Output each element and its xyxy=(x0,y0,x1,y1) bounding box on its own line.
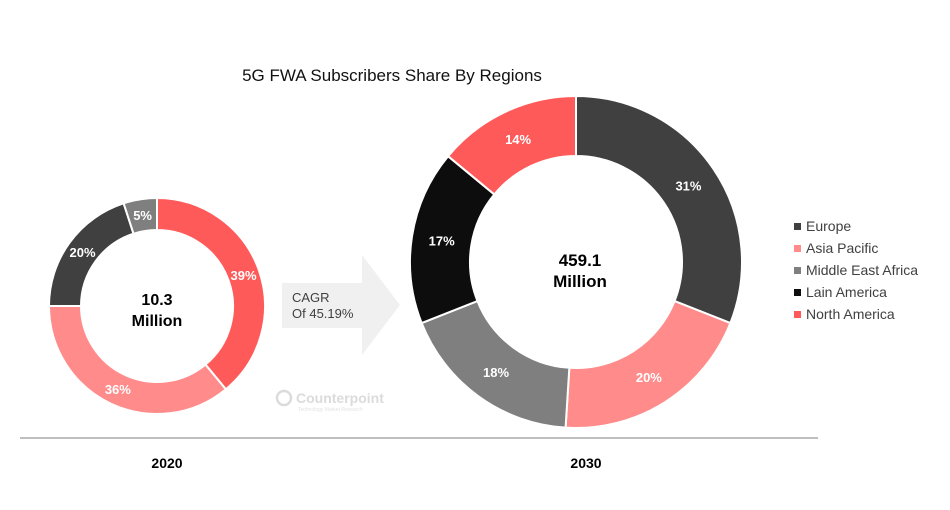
legend-swatch xyxy=(794,311,801,318)
growth-arrow xyxy=(282,255,400,355)
watermark-brand: Counterpoint xyxy=(296,390,384,406)
watermark-tagline: Technology Market Research xyxy=(298,407,363,413)
legend-swatch xyxy=(794,245,801,252)
slice-north-america xyxy=(446,94,577,196)
cagr-label: CAGR xyxy=(292,290,330,305)
center-value-2030: 459.1 xyxy=(559,251,602,270)
slice-north-america xyxy=(156,196,266,391)
year-label-2030: 2030 xyxy=(570,455,601,471)
slice-label: 36% xyxy=(105,382,131,397)
slice-label: 39% xyxy=(231,268,257,283)
center-unit-2020: Million xyxy=(132,313,183,330)
slice-middle-east-africa xyxy=(122,196,158,235)
year-label-2020: 2020 xyxy=(151,455,182,471)
legend-item: Asia Pacific xyxy=(806,240,878,256)
slice-label: 18% xyxy=(483,365,509,380)
legend: Europe Asia Pacific Middle East Africa Lain… xyxy=(794,218,918,322)
slice-label: 5% xyxy=(133,208,152,223)
slice-asia-pacific xyxy=(47,305,228,415)
slice-label: 20% xyxy=(70,245,96,260)
legend-item: Europe xyxy=(806,218,851,234)
legend-swatch xyxy=(794,289,801,296)
slice-label: 20% xyxy=(636,370,662,385)
donut-2020: 39% 36% 20% 5% xyxy=(47,196,266,415)
slice-label: 14% xyxy=(505,132,531,147)
watermark: Counterpoint Technology Market Research xyxy=(275,389,384,413)
legend-swatch xyxy=(794,223,801,230)
legend-swatch xyxy=(794,267,801,274)
center-value-2020: 10.3 xyxy=(141,292,172,309)
counterpoint-logo-icon xyxy=(275,389,293,407)
legend-item: Lain America xyxy=(806,284,887,300)
chart-title: 5G FWA Subscribers Share By Regions xyxy=(242,66,542,85)
center-unit-2030: Million xyxy=(553,272,607,291)
donut-2030: 31% 20% 18% 17% 14% xyxy=(409,94,743,429)
slice-asia-pacific xyxy=(564,299,732,429)
legend-item: North America xyxy=(806,306,895,322)
cagr-value: Of 45.19% xyxy=(292,306,354,321)
legend-item: Middle East Africa xyxy=(806,262,918,278)
slice-europe xyxy=(575,94,743,325)
slice-label: 17% xyxy=(429,234,455,249)
slice-label: 31% xyxy=(675,179,701,194)
